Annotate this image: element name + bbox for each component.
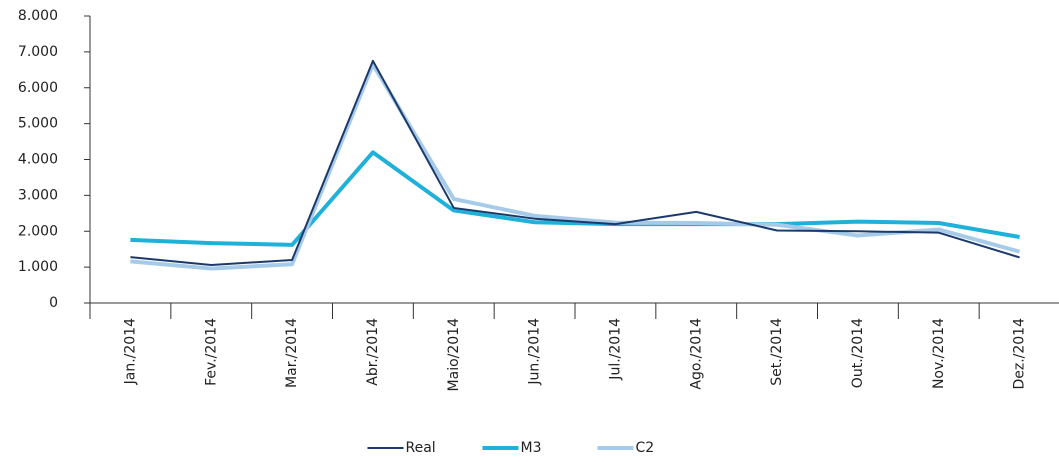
- x-tick-label: Set./2014: [769, 318, 785, 386]
- y-tick-label: 6.000: [18, 80, 58, 96]
- x-tick-label: Out./2014: [850, 318, 866, 388]
- x-tick-label: Dez./2014: [1012, 318, 1028, 390]
- y-tick-label: 0: [49, 295, 58, 311]
- y-tick-label: 7.000: [18, 44, 58, 60]
- x-tick-label: Nov./2014: [931, 318, 947, 389]
- y-tick-label: 4.000: [18, 152, 58, 168]
- y-tick-label: 3.000: [18, 187, 58, 203]
- x-tick-label: Jan./2014: [122, 318, 138, 385]
- y-tick-label: 8.000: [18, 8, 58, 24]
- line: [130, 62, 1021, 271]
- x-tick-label: Abr./2014: [365, 318, 381, 386]
- legend-label: Real: [406, 440, 436, 456]
- legend-label: C2: [636, 440, 655, 456]
- x-tick-label: Jul./2014: [607, 318, 623, 381]
- y-tick-label: 5.000: [18, 116, 58, 132]
- legend-label: M3: [521, 440, 542, 456]
- y-tick-label: 2.000: [18, 223, 58, 239]
- x-tick-label: Ago./2014: [688, 318, 704, 390]
- y-tick-label: 1.000: [18, 259, 58, 275]
- line: [130, 59, 1020, 266]
- x-tick-label: Jun./2014: [527, 318, 543, 386]
- line: [130, 150, 1020, 247]
- x-tick-label: Mar./2014: [284, 318, 300, 388]
- x-tick-label: Maio/2014: [446, 318, 462, 392]
- x-tick-label: Fev./2014: [203, 318, 219, 386]
